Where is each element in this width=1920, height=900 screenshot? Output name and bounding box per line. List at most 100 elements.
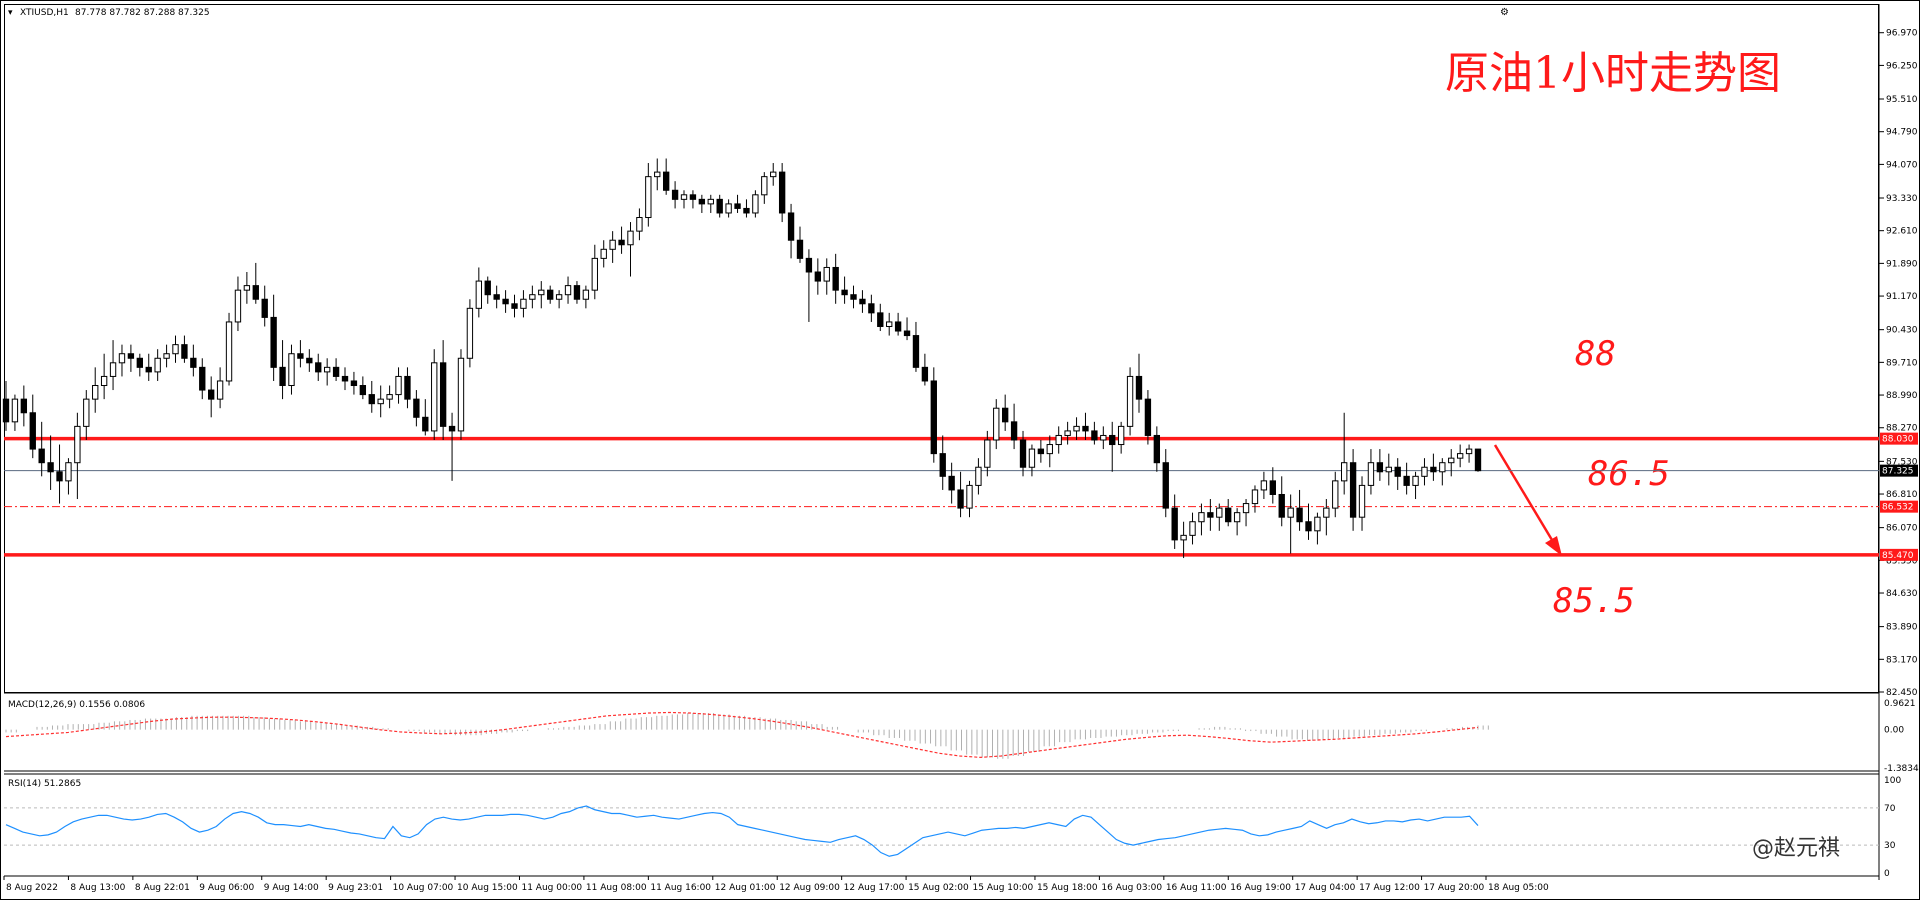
time-tick-label: 17 Aug 04:00 [1295,883,1356,893]
candle-body [939,453,946,477]
candle-body [1323,507,1330,518]
candle-body [323,366,331,373]
candle-body [252,285,259,300]
candle-body [877,312,884,327]
candle-body [1073,425,1080,432]
candle-body [680,194,688,200]
candle-body [1448,457,1455,464]
candle-body [564,285,572,296]
candle-body [547,289,554,300]
price-tick-label: 86.070 [1886,524,1918,534]
time-tick-label: 15 Aug 10:00 [973,883,1034,893]
candles-series [2,158,1482,559]
candle-body [1269,480,1276,495]
time-tick-label: 17 Aug 12:00 [1359,883,1420,893]
candle-body [359,385,367,396]
current-price-label: 87.325 [1882,467,1914,477]
time-tick-label: 9 Aug 14:00 [264,883,319,893]
price-tick-label: 93.330 [1886,194,1918,204]
candle-body [734,203,741,209]
candle-body [341,375,349,382]
time-tick-label: 9 Aug 23:01 [328,883,383,893]
candle-body [1456,453,1464,459]
candle-body [1287,507,1294,518]
candle-body [502,298,509,305]
candle-body [1376,462,1384,473]
candle-body [199,366,206,391]
price-tick-label: 88.270 [1886,424,1918,434]
candle-body [1207,512,1214,518]
candle-body [74,425,81,464]
candle-body [288,353,295,387]
candle-body [1242,503,1250,514]
candle-body [850,294,857,300]
time-axis: 8 Aug 2022 8 Aug 13:00 8 Aug 22:01 9 Aug 06… [3,876,1549,893]
candle-body [770,171,777,178]
candle-body [948,475,955,491]
current-price-tag [1880,464,1918,477]
candle-body [208,389,215,400]
candle-body [1153,434,1161,464]
candle-body [636,217,643,232]
candle-body [136,357,143,368]
rsi-indicator: 100 70 30 0 [4,776,1901,879]
candle-body [422,416,429,432]
settings-icon[interactable]: ⚙ [1500,7,1509,18]
candle-body [921,366,929,382]
candle-body [118,353,126,364]
time-tick-label: 16 Aug 03:00 [1101,883,1162,893]
annotation-86-5: 86.5 [1588,454,1670,494]
candle-body [1278,493,1285,518]
time-tick-label: 10 Aug 15:00 [457,883,518,893]
price-tick-label: 89.710 [1886,358,1918,368]
candle-body [645,176,652,219]
candle-body [216,380,224,400]
price-tick-label: 96.250 [1886,61,1918,71]
candle-body [29,412,36,450]
candle-body [225,321,233,382]
time-tick-label: 11 Aug 00:00 [521,883,582,893]
candle-body [1421,466,1428,477]
dropdown-arrow-icon[interactable]: ▾ [8,8,13,18]
annotation-85-5: 85.5 [1553,581,1635,621]
level-tag [1880,432,1918,445]
candle-body [930,380,937,455]
price-tick-label: 84.630 [1886,589,1918,599]
candle-body [1349,462,1357,518]
candle-body [181,344,188,359]
price-tick-label: 96.970 [1886,29,1918,39]
candle-body [1117,425,1125,446]
candle-body [787,212,795,241]
candle-body [1367,462,1375,486]
candle-body [555,294,563,300]
candle-body [1251,489,1259,505]
candle-body [1171,507,1178,541]
candle-body [1064,430,1071,436]
candle-body [1180,534,1187,541]
candle-body [475,280,483,309]
macd-tick-label: 0.00 [1884,726,1904,736]
time-tick-label: 16 Aug 19:00 [1230,883,1291,893]
candle-body [859,298,866,305]
candle-body [662,171,670,191]
candle-body [778,171,786,214]
candle-body [368,394,375,405]
time-tick-label: 12 Aug 01:00 [715,883,776,893]
candle-body [511,303,518,309]
candle-body [654,171,661,178]
candle-body [796,239,804,259]
chart-title: 原油1小时走势图 [1445,48,1781,99]
candle-body [823,266,830,282]
candle-body [1260,480,1268,491]
candle-body [573,285,581,300]
candle-body [868,303,875,314]
candle-body [395,375,402,396]
candle-body [279,366,286,387]
candle-body [1314,516,1321,532]
macd-tick-label: 0.9621 [1884,699,1916,709]
candle-body [404,375,411,400]
candle-body [493,294,500,300]
candle-body [805,257,813,273]
candle-body [1019,439,1027,468]
